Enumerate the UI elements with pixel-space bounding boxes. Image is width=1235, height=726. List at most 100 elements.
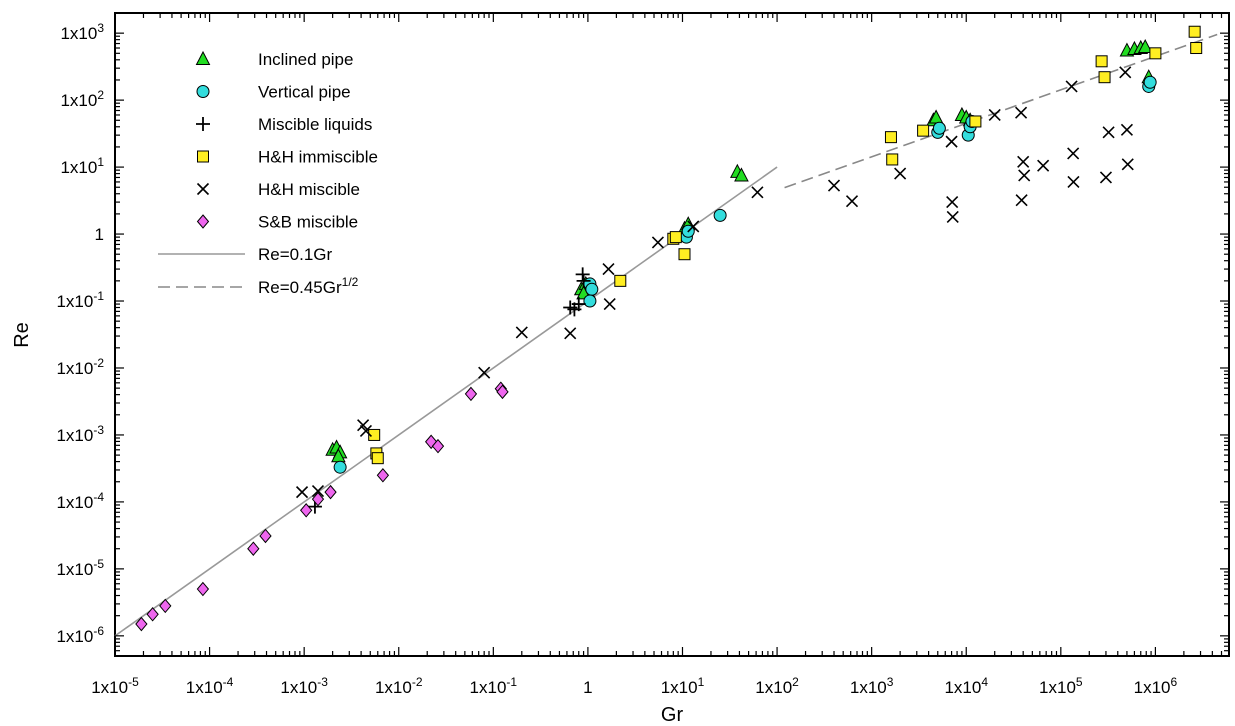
legend-label: S&B miscible <box>258 213 358 232</box>
x-tick-label: 1x104 <box>944 675 988 697</box>
y-tick-label: 1x10-2 <box>56 356 104 378</box>
legend-marker-vertical-pipe <box>196 85 210 98</box>
h-h-miscible-point <box>1120 123 1133 136</box>
plot-frame <box>114 12 1230 657</box>
s-b-miscible-point <box>376 467 390 483</box>
x-tick-label: 1x106 <box>1134 675 1178 697</box>
legend-label: Vertical pipe <box>258 83 351 102</box>
h-h-immiscible-point <box>917 124 930 137</box>
legend: Inclined pipe Vertical pipe Miscible liqui… <box>158 50 378 297</box>
y-tick-label: 1 <box>95 225 104 244</box>
y-tick-label: 1x10-4 <box>56 490 104 512</box>
axis-tick-labels: 1x10-5 1x10-4 1x10-3 1x10-2 1x10-1 1 1x101 1x10… <box>56 21 1177 697</box>
s-b-miscible-point <box>300 503 313 518</box>
h-h-miscible-point <box>515 326 528 339</box>
h-h-miscible-point <box>1065 80 1078 93</box>
inclined-pipe-point <box>1137 38 1153 54</box>
h-h-miscible-point <box>1015 106 1028 119</box>
h-h-miscible-point <box>946 210 959 224</box>
h-h-immiscible-point <box>1098 71 1111 84</box>
x-tick-label: 1x102 <box>755 675 799 697</box>
x-axis-title: Gr <box>661 704 684 726</box>
legend-marker-h-h-miscible <box>196 182 210 196</box>
series-vertical-pipe <box>333 75 1157 474</box>
axis-ticks <box>114 12 1230 657</box>
h-h-miscible-point <box>564 327 577 340</box>
x-tick-label: 1x10-1 <box>470 675 518 697</box>
h-h-miscible-point <box>1037 159 1050 172</box>
h-h-miscible-point <box>478 366 491 379</box>
h-h-miscible-point <box>1102 126 1115 139</box>
h-h-immiscible-point <box>371 452 384 465</box>
miscible-liquids-point <box>575 267 590 282</box>
fit-line-re-0-1gr <box>114 166 778 637</box>
legend-item-miscible-liquids: Miscible liquids <box>196 115 372 134</box>
h-h-miscible-point <box>945 135 958 148</box>
h-h-miscible-point <box>988 108 1001 122</box>
s-b-miscible-point <box>196 581 210 597</box>
fit-line-re-0-45gr-1-2 <box>784 33 1218 189</box>
y-tick-label: 1x10-3 <box>56 423 104 445</box>
h-h-immiscible-point <box>614 274 627 287</box>
s-b-miscible-point <box>135 616 148 632</box>
h-h-miscible-point <box>651 236 664 249</box>
h-h-miscible-point <box>1067 147 1080 160</box>
series-miscible-liquids <box>307 267 591 514</box>
h-h-miscible-point <box>357 419 370 432</box>
legend-item-s-b-miscible: S&B miscible <box>196 213 358 232</box>
h-h-miscible-point <box>687 220 700 233</box>
legend-item-h-h-miscible: H&H miscible <box>196 180 360 199</box>
h-h-miscible-point <box>827 179 841 192</box>
inclined-pipe-point <box>734 167 749 182</box>
y-tick-label: 1x102 <box>60 88 104 110</box>
s-b-miscible-point <box>324 484 337 500</box>
x-tick-label: 1x101 <box>661 675 705 697</box>
y-tick-label: 1x10-1 <box>56 289 104 311</box>
h-h-immiscible-point <box>678 248 691 261</box>
h-h-miscible-point <box>894 167 907 180</box>
legend-marker-s-b-miscible <box>196 214 210 229</box>
h-h-immiscible-point <box>884 131 897 144</box>
s-b-miscible-point <box>159 598 172 614</box>
x-tick-label: 1x103 <box>850 675 894 697</box>
vertical-pipe-point <box>1143 75 1157 89</box>
legend-label: Inclined pipe <box>258 50 353 69</box>
miscible-liquids-point <box>571 297 586 312</box>
h-h-miscible-point <box>1121 158 1134 171</box>
h-h-miscible-point <box>751 186 764 199</box>
vertical-pipe-point <box>585 282 599 296</box>
h-h-immiscible-point <box>1190 42 1203 55</box>
h-h-miscible-point <box>295 486 309 499</box>
vertical-pipe-point <box>583 294 597 308</box>
h-h-immiscible-point <box>669 231 682 244</box>
h-h-miscible-point <box>311 485 325 498</box>
h-h-immiscible-point <box>1095 55 1108 68</box>
h-h-miscible-point <box>1018 169 1031 182</box>
s-b-miscible-point <box>247 541 260 556</box>
legend-label: Re=0.45Gr1/2 <box>258 275 359 297</box>
h-h-miscible-point <box>1119 66 1132 79</box>
h-h-immiscible-point <box>1188 25 1201 38</box>
fit-lines <box>114 33 1218 637</box>
x-tick-label: 1x10-2 <box>375 675 423 697</box>
x-tick-label: 1x10-5 <box>91 675 139 697</box>
y-axis-title: Re <box>11 322 33 348</box>
h-h-miscible-point <box>602 263 615 276</box>
vertical-pipe-point <box>932 121 946 135</box>
legend-item-vertical-pipe: Vertical pipe <box>196 83 351 102</box>
x-tick-label: 1 <box>583 678 592 697</box>
h-h-miscible-point <box>1067 175 1080 189</box>
h-h-immiscible-point <box>886 153 899 166</box>
y-tick-label: 1x10-5 <box>56 557 104 579</box>
s-b-miscible-point <box>311 491 325 507</box>
series-s-b-miscible <box>135 381 509 632</box>
legend-marker-inclined-pipe <box>195 50 211 65</box>
legend-item-h-h-immiscible: H&H immiscible <box>197 148 378 167</box>
s-b-miscible-point <box>146 606 159 622</box>
y-tick-label: 1x10-6 <box>56 624 104 646</box>
y-tick-label: 1x101 <box>60 155 104 177</box>
legend-marker-miscible-liquids <box>196 117 210 131</box>
h-h-immiscible-point <box>368 428 381 441</box>
x-tick-label: 1x10-4 <box>186 675 234 697</box>
